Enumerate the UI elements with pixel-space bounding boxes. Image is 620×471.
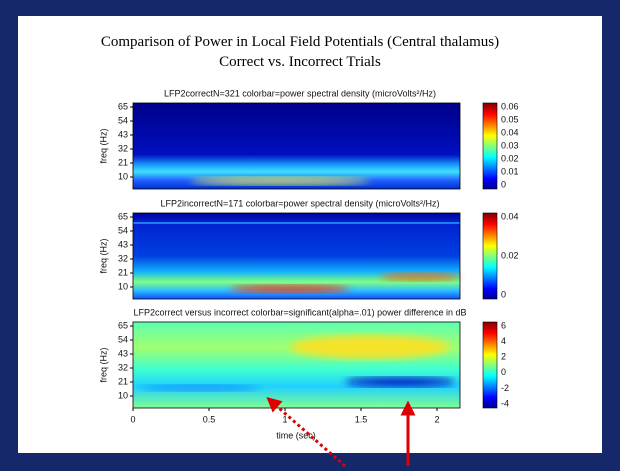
plot-frame [132,212,461,300]
colorbar-tick-label: 0.02 [501,153,519,163]
colorbar-tick-label: 0.03 [501,140,519,150]
y-axis-label: freq (Hz) [98,347,108,382]
slide-title: Comparison of Power in Local Field Poten… [101,34,499,50]
y-tick-label: 32 [118,362,128,372]
colorbar-tick-label: 0.01 [501,166,519,176]
colorbar-tick-label: -2 [501,383,509,393]
heatmap [133,213,460,299]
colorbar-tick-label: 4 [501,336,506,346]
y-axis-label: freq (Hz) [98,238,108,273]
y-tick-label: 65 [118,320,128,330]
y-tick-label: 32 [118,253,128,263]
colorbar [482,212,498,300]
colorbar-tick-label: 0 [501,367,506,377]
y-axis-label: freq (Hz) [98,128,108,163]
heatmap-blob [290,335,450,359]
colorbar [482,321,498,409]
x-tick-label: 2 [434,414,439,424]
y-tick-label: 21 [118,267,128,277]
colorbar-tick-label: 0.05 [501,114,519,124]
colorbar-tick-label: 0.04 [501,211,519,221]
y-tick-label: 10 [118,281,128,291]
colorbar-tick-label: 2 [501,352,506,362]
slide-subtitle: Correct vs. Incorrect Trials [219,54,381,70]
colorbar-tick-label: 6 [501,320,506,330]
y-tick-label: 65 [118,211,128,221]
y-tick-label: 21 [118,157,128,167]
heatmap-blob [140,385,260,391]
heatmap [133,322,460,408]
colorbar-tick-label: 0 [501,179,506,189]
arrow [266,397,346,468]
panel-title: LFP2incorrectN=171 colorbar=power spectr… [160,198,439,208]
heatmap [133,103,460,189]
y-tick-label: 10 [118,390,128,400]
colorbar-tick-label: 0 [501,289,506,299]
colorbar-tick-label: -4 [501,398,509,408]
y-tick-label: 43 [118,348,128,358]
heatmap-blob [230,285,350,293]
colorbar-tick-label: 0.04 [501,127,519,137]
y-tick-label: 32 [118,143,128,153]
heatmap-blob [190,177,370,185]
x-tick-label: 0.5 [203,414,216,424]
y-tick-label: 54 [118,334,128,344]
y-tick-label: 54 [118,225,128,235]
x-axis-label: time (sec) [276,430,316,440]
heatmap-blob [345,377,455,387]
colorbar [482,102,498,190]
y-tick-label: 10 [118,171,128,181]
y-tick-label: 54 [118,115,128,125]
panel-title: LFP2correct versus incorrect colorbar=si… [134,307,467,317]
y-tick-label: 43 [118,239,128,249]
y-tick-label: 43 [118,129,128,139]
x-tick-label: 1 [282,414,287,424]
y-tick-label: 21 [118,376,128,386]
plot-frame [132,102,461,190]
panel-title: LFP2correctN=321 colorbar=power spectral… [164,88,436,98]
colorbar-tick-label: 0.02 [501,250,519,260]
plot-frame [132,321,461,409]
colorbar-tick-label: 0.06 [501,101,519,111]
x-tick-label: 0 [130,414,135,424]
y-tick-label: 65 [118,101,128,111]
x-tick-label: 1.5 [355,414,368,424]
heatmap-blob [380,273,460,281]
